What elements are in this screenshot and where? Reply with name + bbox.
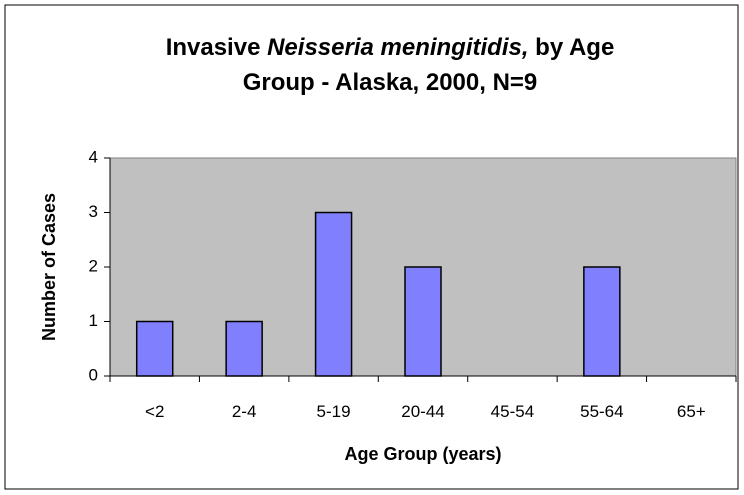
x-tick-label: 45-54: [491, 402, 534, 421]
y-axis-label: Number of Cases: [39, 193, 59, 341]
x-tick-label: <2: [145, 402, 164, 421]
chart-title: Invasive Neisseria meningitidis, by Age: [166, 34, 615, 61]
x-tick-label: 55-64: [580, 402, 623, 421]
bar: [225, 320, 263, 377]
title-segment: Group - Alaska, 2000, N=9: [243, 69, 538, 96]
y-tick-label: 3: [89, 202, 98, 221]
y-tick-label: 4: [89, 147, 98, 166]
x-tick-label: 2-4: [232, 402, 257, 421]
chart-title: Group - Alaska, 2000, N=9: [243, 69, 538, 96]
title-segment: by Age: [529, 34, 615, 61]
title-segment: Neisseria meningitidis,: [267, 34, 528, 61]
x-axis-label: Age Group (years): [344, 444, 501, 464]
bar: [135, 320, 174, 377]
title-segment: Invasive: [166, 34, 267, 61]
bar: [583, 266, 621, 377]
x-tick-label: 20-44: [401, 402, 444, 421]
y-tick-label: 0: [89, 365, 98, 384]
bar: [404, 266, 442, 377]
x-tick-label: 65+: [677, 402, 706, 421]
y-tick-label: 2: [89, 256, 98, 275]
y-tick-label: 1: [89, 311, 98, 330]
x-tick-label: 5-19: [317, 402, 351, 421]
bar: [314, 211, 353, 377]
